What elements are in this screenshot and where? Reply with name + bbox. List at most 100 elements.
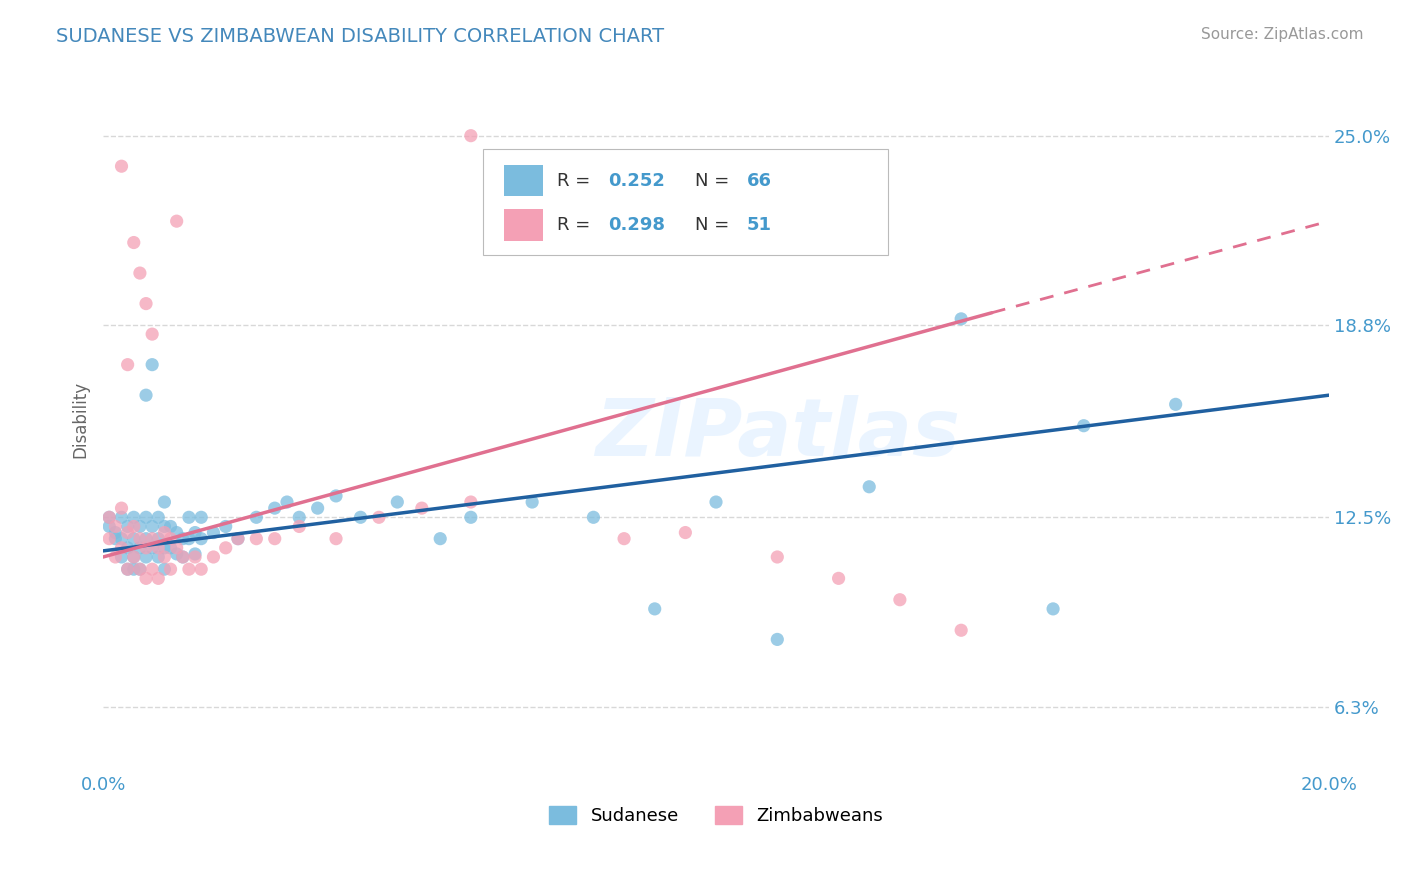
Point	[141, 532, 163, 546]
Point	[104, 519, 127, 533]
Point	[129, 541, 152, 555]
Point	[122, 549, 145, 564]
Text: Source: ZipAtlas.com: Source: ZipAtlas.com	[1201, 27, 1364, 42]
Point	[226, 532, 249, 546]
Point	[215, 519, 238, 533]
Point	[122, 510, 145, 524]
Text: 51: 51	[747, 216, 772, 234]
Point	[148, 541, 170, 555]
Point	[325, 532, 347, 546]
Point	[129, 562, 152, 576]
Point	[166, 547, 188, 561]
Point	[166, 525, 188, 540]
Point	[429, 532, 451, 546]
Point	[177, 510, 200, 524]
Point	[135, 296, 157, 310]
Point	[153, 525, 176, 540]
Point	[166, 214, 188, 228]
Point	[148, 510, 170, 524]
Point	[613, 532, 636, 546]
Point	[153, 541, 176, 555]
Point	[190, 532, 212, 546]
Point	[184, 549, 207, 564]
Point	[288, 510, 311, 524]
Point	[704, 495, 727, 509]
Point	[98, 519, 121, 533]
Point	[122, 532, 145, 546]
Point	[148, 532, 170, 546]
Text: N =: N =	[695, 172, 735, 190]
Point	[104, 525, 127, 540]
Point	[110, 541, 132, 555]
Point	[172, 549, 194, 564]
Point	[1164, 397, 1187, 411]
Point	[263, 532, 285, 546]
Point	[122, 519, 145, 533]
Point	[1073, 418, 1095, 433]
Y-axis label: Disability: Disability	[72, 381, 89, 458]
FancyBboxPatch shape	[484, 149, 887, 254]
Point	[766, 632, 789, 647]
Point	[858, 480, 880, 494]
Point	[950, 624, 973, 638]
Point	[129, 532, 152, 546]
Point	[153, 562, 176, 576]
Point	[245, 532, 267, 546]
Point	[110, 159, 132, 173]
Point	[117, 525, 139, 540]
Text: SUDANESE VS ZIMBABWEAN DISABILITY CORRELATION CHART: SUDANESE VS ZIMBABWEAN DISABILITY CORREL…	[56, 27, 665, 45]
Point	[141, 358, 163, 372]
Point	[184, 525, 207, 540]
Point	[159, 519, 181, 533]
Text: 66: 66	[747, 172, 772, 190]
Point	[263, 501, 285, 516]
Point	[141, 562, 163, 576]
Point	[226, 532, 249, 546]
Point	[148, 549, 170, 564]
Point	[202, 549, 225, 564]
Point	[184, 547, 207, 561]
Text: R =: R =	[557, 172, 596, 190]
Point	[159, 562, 181, 576]
Point	[141, 519, 163, 533]
Point	[110, 510, 132, 524]
Point	[117, 562, 139, 576]
Point	[827, 571, 849, 585]
Point	[673, 525, 696, 540]
Text: R =: R =	[557, 216, 596, 234]
FancyBboxPatch shape	[503, 209, 543, 241]
Point	[135, 388, 157, 402]
Point	[135, 532, 157, 546]
Point	[122, 549, 145, 564]
Point	[135, 510, 157, 524]
Point	[153, 519, 176, 533]
Point	[122, 562, 145, 576]
Point	[177, 532, 200, 546]
Point	[387, 495, 409, 509]
Point	[520, 495, 543, 509]
Text: ZIPatlas: ZIPatlas	[595, 394, 960, 473]
Point	[153, 495, 176, 509]
Point	[166, 541, 188, 555]
Point	[172, 549, 194, 564]
Point	[104, 549, 127, 564]
Point	[177, 562, 200, 576]
Point	[159, 541, 181, 555]
Text: 0.298: 0.298	[609, 216, 665, 234]
Point	[110, 549, 132, 564]
Point	[245, 510, 267, 524]
Point	[117, 541, 139, 555]
Text: N =: N =	[695, 216, 735, 234]
Point	[117, 562, 139, 576]
Point	[644, 602, 666, 616]
FancyBboxPatch shape	[503, 165, 543, 196]
Point	[190, 510, 212, 524]
Point	[104, 532, 127, 546]
Point	[135, 541, 157, 555]
Point	[1042, 602, 1064, 616]
Point	[460, 495, 482, 509]
Point	[276, 495, 298, 509]
Point	[129, 266, 152, 280]
Point	[148, 571, 170, 585]
Point	[766, 549, 789, 564]
